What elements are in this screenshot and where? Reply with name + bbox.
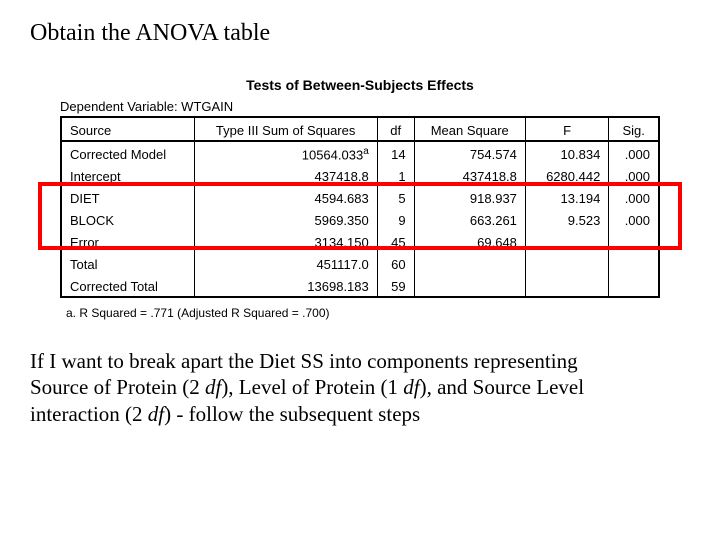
cell-source: Corrected Total <box>61 274 194 297</box>
explanatory-text: If I want to break apart the Diet SS int… <box>30 348 690 427</box>
table-row: Corrected Total 13698.183 59 <box>61 274 659 297</box>
cell-sig <box>609 274 659 297</box>
cell-source: Intercept <box>61 164 194 186</box>
col-sig: Sig. <box>609 117 659 141</box>
col-f: F <box>525 117 608 141</box>
table-row: Intercept 437418.8 1 437418.8 6280.442 .… <box>61 164 659 186</box>
table-row: Total 451117.0 60 <box>61 252 659 274</box>
cell-f: 9.523 <box>525 208 608 230</box>
table-row: Error 3134.150 45 69.648 <box>61 230 659 252</box>
cell-ms: 69.648 <box>414 230 525 252</box>
col-ms: Mean Square <box>414 117 525 141</box>
cell-df: 1 <box>377 164 414 186</box>
anova-table-wrap: Dependent Variable: WTGAIN Source Type I… <box>60 99 660 298</box>
page-heading: Obtain the ANOVA table <box>30 20 690 47</box>
cell-f <box>525 274 608 297</box>
col-source: Source <box>61 117 194 141</box>
col-ss: Type III Sum of Squares <box>194 117 377 141</box>
cell-f: 10.834 <box>525 141 608 164</box>
cell-sig: .000 <box>609 141 659 164</box>
cell-ss: 437418.8 <box>194 164 377 186</box>
cell-source: BLOCK <box>61 208 194 230</box>
cell-df: 60 <box>377 252 414 274</box>
cell-df: 9 <box>377 208 414 230</box>
cell-source: Corrected Model <box>61 141 194 164</box>
cell-ms: 437418.8 <box>414 164 525 186</box>
cell-source: Error <box>61 230 194 252</box>
cell-df: 14 <box>377 141 414 164</box>
cell-ss: 10564.033a <box>194 141 377 164</box>
cell-sig <box>609 230 659 252</box>
cell-ss: 13698.183 <box>194 274 377 297</box>
cell-f <box>525 252 608 274</box>
table-header-row: Source Type III Sum of Squares df Mean S… <box>61 117 659 141</box>
cell-ss: 451117.0 <box>194 252 377 274</box>
cell-sig: .000 <box>609 208 659 230</box>
cell-ss: 3134.150 <box>194 230 377 252</box>
cell-ms <box>414 274 525 297</box>
cell-source: Total <box>61 252 194 274</box>
cell-ms: 663.261 <box>414 208 525 230</box>
cell-df: 5 <box>377 186 414 208</box>
cell-f: 6280.442 <box>525 164 608 186</box>
cell-df: 59 <box>377 274 414 297</box>
cell-df: 45 <box>377 230 414 252</box>
anova-table: Source Type III Sum of Squares df Mean S… <box>60 116 660 298</box>
cell-ms: 754.574 <box>414 141 525 164</box>
cell-ss: 4594.683 <box>194 186 377 208</box>
cell-f <box>525 230 608 252</box>
cell-ss: 5969.350 <box>194 208 377 230</box>
table-row: DIET 4594.683 5 918.937 13.194 .000 <box>61 186 659 208</box>
table-title: Tests of Between-Subjects Effects <box>30 77 690 93</box>
dependent-variable-label: Dependent Variable: WTGAIN <box>60 99 660 114</box>
cell-f: 13.194 <box>525 186 608 208</box>
cell-ms: 918.937 <box>414 186 525 208</box>
cell-ms <box>414 252 525 274</box>
cell-source: DIET <box>61 186 194 208</box>
table-row: BLOCK 5969.350 9 663.261 9.523 .000 <box>61 208 659 230</box>
table-footnote: a. R Squared = .771 (Adjusted R Squared … <box>66 306 690 320</box>
cell-sig: .000 <box>609 186 659 208</box>
col-df: df <box>377 117 414 141</box>
table-row: Corrected Model 10564.033a 14 754.574 10… <box>61 141 659 164</box>
cell-sig <box>609 252 659 274</box>
cell-sig: .000 <box>609 164 659 186</box>
